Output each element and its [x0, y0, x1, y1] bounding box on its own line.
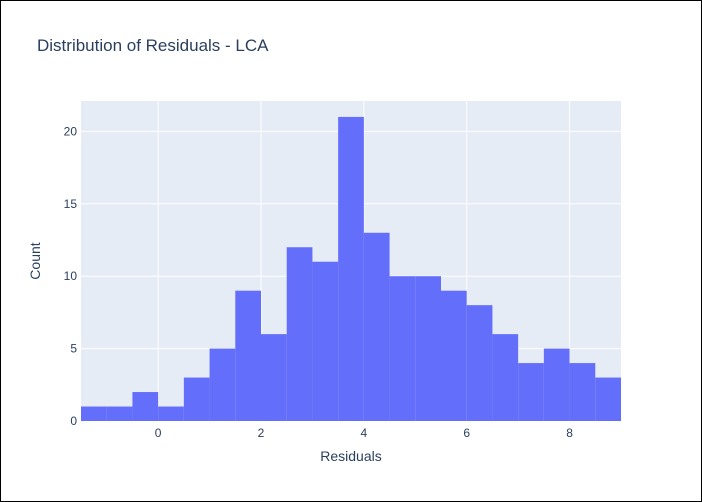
- bars: [81, 116, 621, 421]
- histogram-bar[interactable]: [415, 276, 441, 421]
- y-tick-label: 0: [70, 414, 77, 428]
- histogram-bar[interactable]: [106, 406, 133, 421]
- x-tick-label: 0: [155, 426, 162, 440]
- histogram-bar[interactable]: [543, 348, 570, 421]
- chart-title: Distribution of Residuals - LCA: [37, 36, 269, 55]
- histogram-bar[interactable]: [518, 363, 544, 421]
- tick-labels: 0 5 10 15 20 0 2 4 6 8: [64, 124, 574, 440]
- histogram-bar[interactable]: [261, 334, 287, 421]
- histogram-bar[interactable]: [569, 363, 596, 421]
- x-axis-title: Residuals: [320, 448, 381, 464]
- histogram-bar[interactable]: [312, 261, 339, 421]
- histogram-bar[interactable]: [81, 406, 107, 421]
- x-tick-label: 4: [361, 426, 368, 440]
- y-tick-label: 20: [64, 124, 78, 138]
- histogram-bar[interactable]: [338, 116, 364, 421]
- histogram-bar[interactable]: [466, 305, 493, 421]
- histogram-bar[interactable]: [492, 334, 519, 421]
- histogram-bar[interactable]: [441, 290, 467, 421]
- histogram-bar[interactable]: [132, 392, 159, 421]
- histogram-bar[interactable]: [363, 232, 390, 421]
- histogram-bar[interactable]: [389, 276, 416, 421]
- x-tick-label: 8: [566, 426, 573, 440]
- y-tick-label: 10: [64, 269, 78, 283]
- histogram-bar[interactable]: [235, 290, 261, 421]
- x-tick-label: 2: [258, 426, 265, 440]
- x-tick-label: 6: [463, 426, 470, 440]
- histogram-bar[interactable]: [183, 377, 210, 421]
- histogram-bar[interactable]: [158, 406, 184, 421]
- histogram-bar[interactable]: [286, 247, 313, 421]
- y-tick-label: 5: [70, 342, 77, 356]
- histogram-bar[interactable]: [209, 348, 236, 421]
- y-axis-title: Count: [27, 242, 43, 279]
- histogram-bar[interactable]: [595, 377, 621, 421]
- y-tick-label: 15: [64, 197, 78, 211]
